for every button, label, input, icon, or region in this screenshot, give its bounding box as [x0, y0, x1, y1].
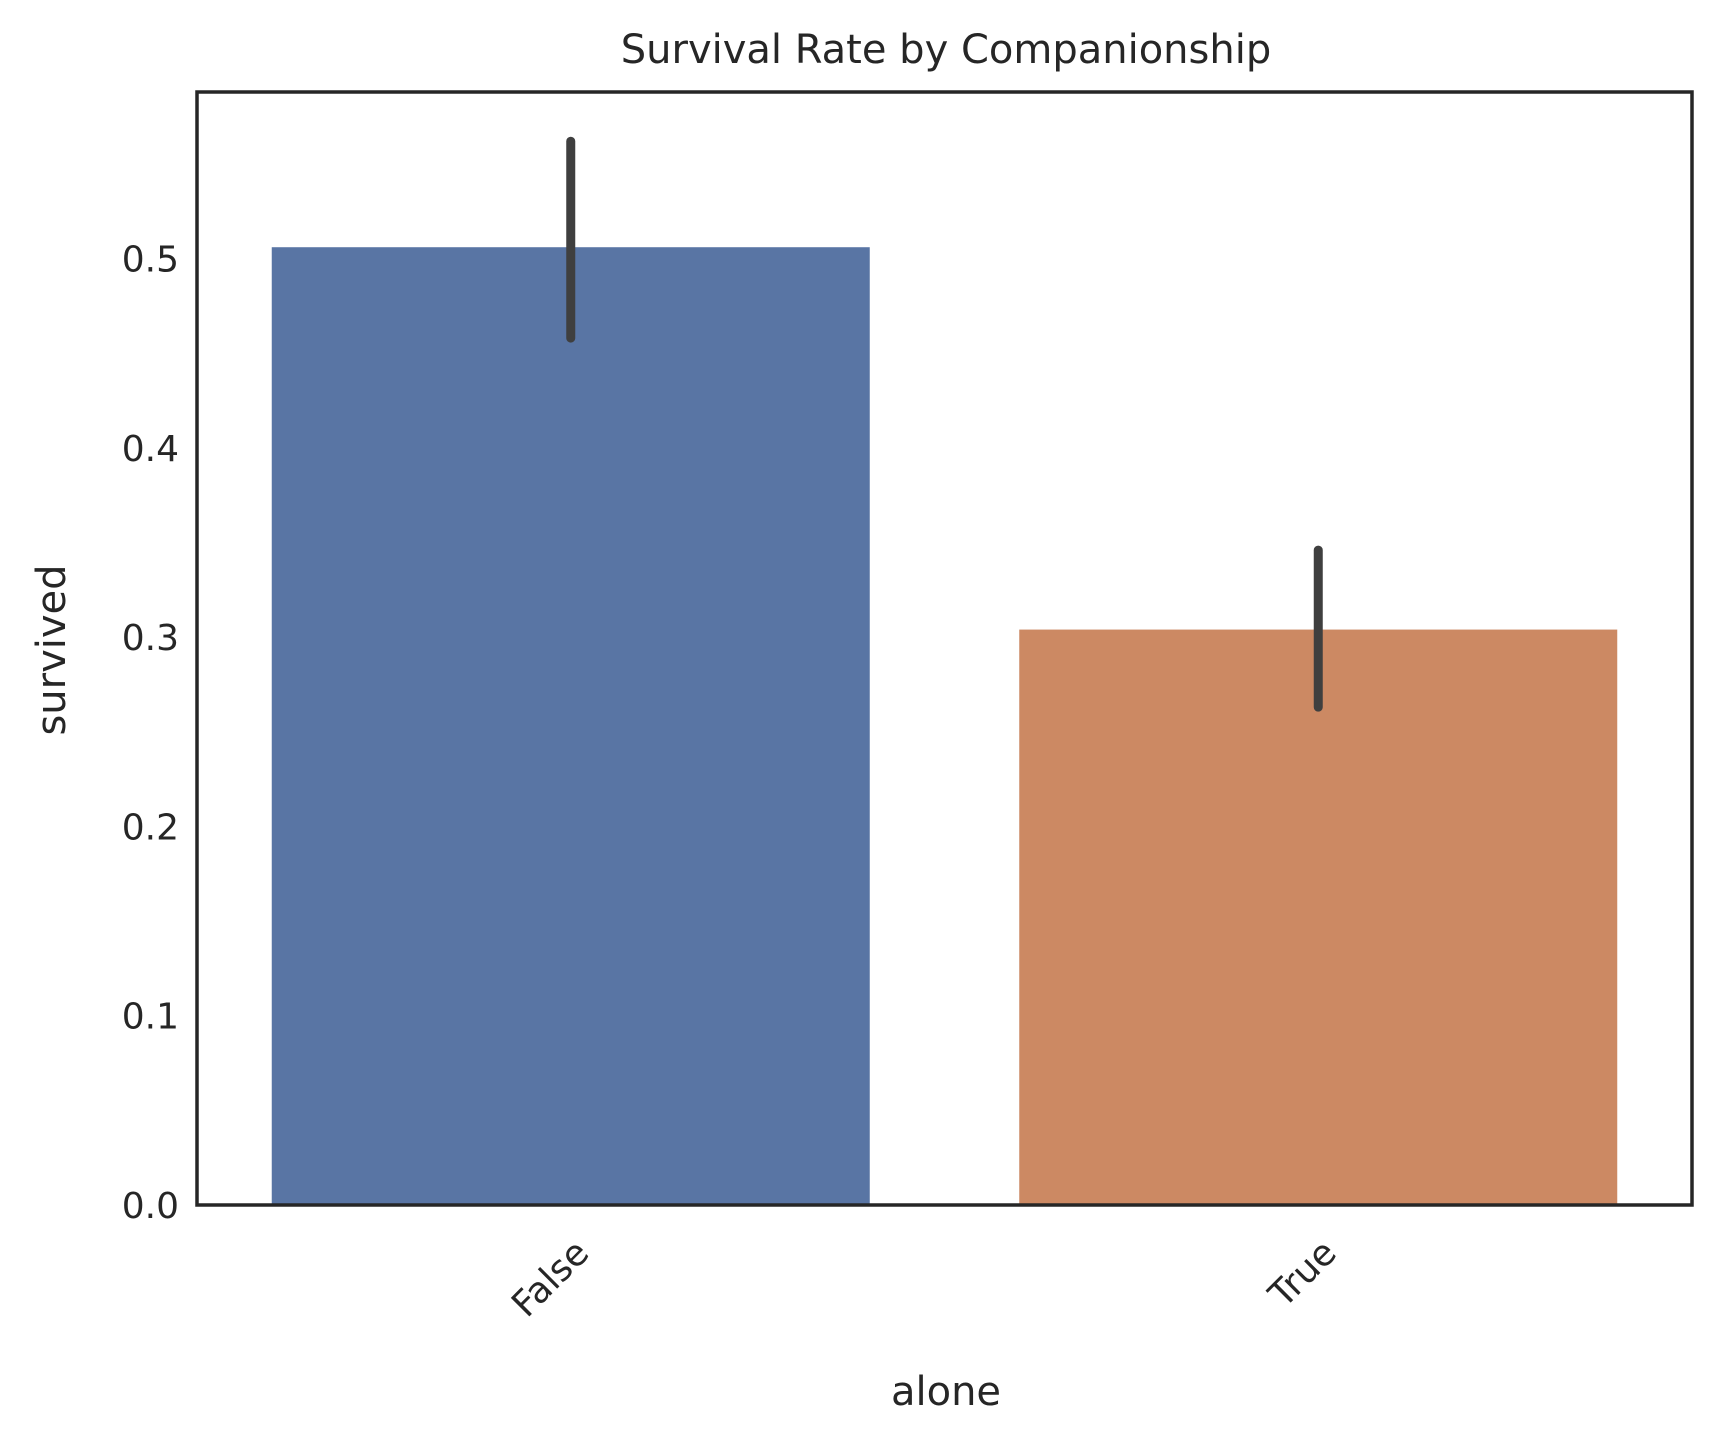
y-axis-label: survived — [29, 564, 75, 735]
x-tick-label: True — [1261, 1232, 1345, 1316]
x-tick-label: False — [504, 1232, 597, 1325]
y-axis-ticks: 0.0 0.1 0.2 0.3 0.4 0.5 — [122, 240, 179, 1227]
x-axis-label: alone — [891, 1369, 1001, 1415]
error-bars-group — [566, 136, 1323, 712]
y-tick-label: 0.1 — [122, 997, 179, 1038]
y-tick-label: 0.3 — [122, 618, 179, 659]
y-tick-label: 0.0 — [122, 1186, 179, 1227]
plot-frame — [195, 90, 1694, 1207]
bars-group — [271, 247, 1618, 1205]
bar-false — [271, 247, 870, 1205]
chart-title: Survival Rate by Companionship — [621, 27, 1271, 73]
bar-true — [1019, 629, 1618, 1205]
x-axis-ticks: False True — [504, 1232, 1345, 1325]
y-tick-label: 0.2 — [122, 807, 179, 848]
y-tick-label: 0.4 — [122, 429, 179, 470]
y-tick-label: 0.5 — [122, 240, 179, 281]
